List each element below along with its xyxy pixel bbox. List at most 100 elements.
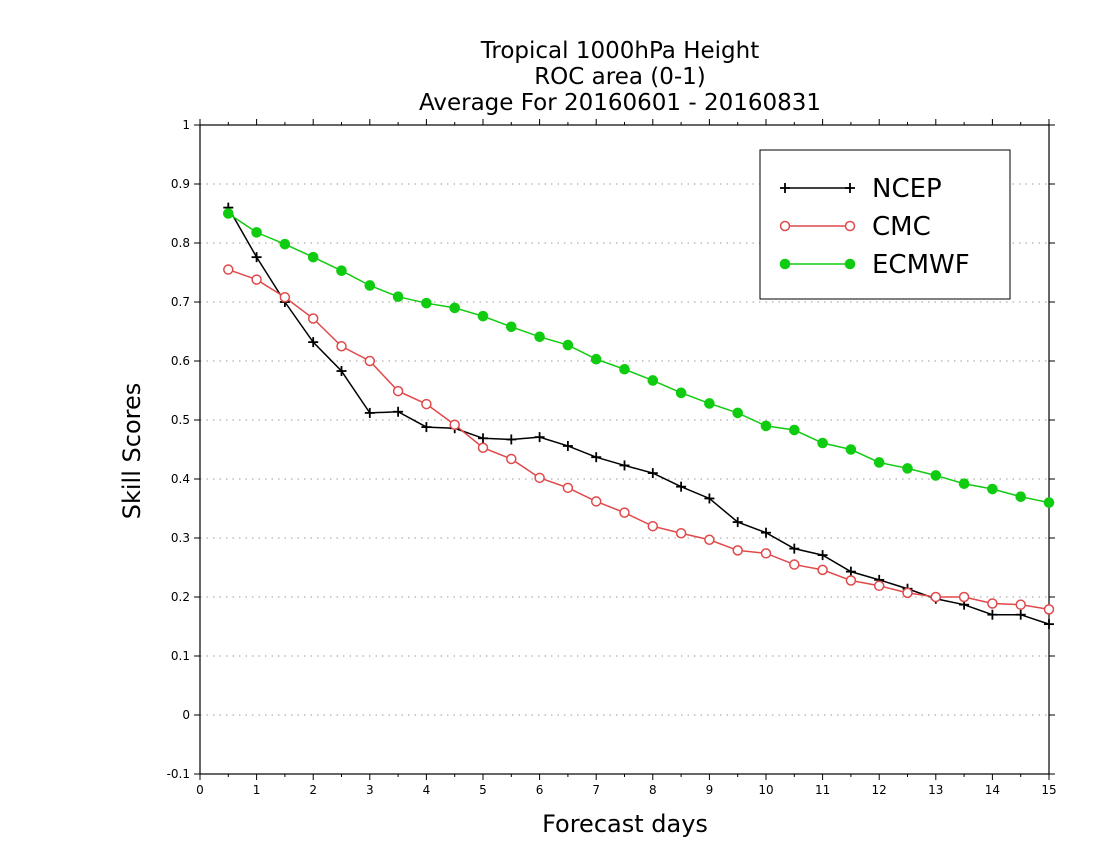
data-point-cmc bbox=[1015, 599, 1026, 610]
series-ecmwf bbox=[223, 208, 1055, 508]
data-point-ncep bbox=[308, 337, 319, 348]
x-tick-label: 2 bbox=[309, 783, 317, 797]
legend-marker-ecmwf bbox=[844, 258, 856, 270]
y-tick-label: 0.4 bbox=[171, 472, 190, 486]
data-point-ncep bbox=[336, 366, 347, 377]
series-layer bbox=[223, 202, 1055, 630]
legend-entry-ecmwf: ECMWF bbox=[779, 250, 970, 280]
y-tick-label: 0.9 bbox=[171, 177, 190, 191]
data-point-ncep bbox=[789, 543, 800, 554]
x-tick-label: 15 bbox=[1041, 783, 1056, 797]
data-point-ncep bbox=[817, 550, 828, 561]
data-point-cmc bbox=[732, 545, 743, 556]
y-tick-label: 0.3 bbox=[171, 531, 190, 545]
data-point-ecmwf bbox=[421, 297, 432, 309]
axis-ticks: -0.100.10.20.30.40.50.60.70.80.910 1 2 3 4 5 6… bbox=[167, 118, 1057, 797]
y-tick-label: 0.7 bbox=[171, 295, 190, 309]
data-point-ecmwf bbox=[930, 470, 942, 481]
data-point-cmc bbox=[223, 264, 234, 275]
data-point-cmc bbox=[704, 534, 715, 546]
data-point-cmc bbox=[364, 355, 376, 367]
data-point-ncep bbox=[845, 566, 856, 577]
data-point-ecmwf bbox=[704, 398, 715, 409]
data-point-cmc bbox=[647, 520, 659, 532]
y-tick-label: 0.1 bbox=[171, 649, 190, 663]
y-tick-label: 1 bbox=[182, 118, 190, 132]
data-point-ecmwf bbox=[251, 227, 262, 238]
data-point-ncep bbox=[251, 252, 262, 263]
x-tick-label: 14 bbox=[985, 783, 1000, 797]
data-point-cmc bbox=[958, 591, 970, 603]
data-point-ecmwf bbox=[449, 302, 461, 314]
x-tick-label: 7 bbox=[592, 783, 600, 797]
x-tick-label: 9 bbox=[706, 783, 714, 797]
x-tick-label: 1 bbox=[253, 783, 261, 797]
data-point-cmc bbox=[845, 575, 857, 586]
data-point-ecmwf bbox=[817, 437, 828, 449]
data-point-ncep bbox=[761, 527, 771, 538]
data-point-ecmwf bbox=[675, 387, 687, 399]
data-point-ncep bbox=[1044, 619, 1054, 630]
data-point-ecmwf bbox=[223, 208, 234, 219]
legend-marker-cmc bbox=[779, 220, 791, 232]
data-point-cmc bbox=[392, 385, 404, 397]
data-point-ncep bbox=[364, 407, 375, 418]
data-point-ecmwf bbox=[477, 310, 489, 322]
data-point-ecmwf bbox=[845, 444, 857, 455]
data-point-ecmwf bbox=[590, 353, 602, 365]
data-point-ncep bbox=[647, 468, 658, 479]
data-point-cmc bbox=[562, 482, 574, 494]
legend-entries: NCEP CMC ECMWF bbox=[779, 174, 970, 280]
data-point-ncep bbox=[732, 517, 743, 528]
x-tick-label: 0 bbox=[196, 783, 204, 797]
x-tick-label: 8 bbox=[649, 783, 657, 797]
series-line-ncep bbox=[227, 207, 1050, 625]
chart-title-line-3: Average For 20160601 - 20160831 bbox=[419, 90, 821, 116]
x-tick-label: 3 bbox=[366, 783, 374, 797]
data-point-ecmwf bbox=[789, 424, 800, 436]
data-point-cmc bbox=[449, 419, 460, 430]
data-point-ecmwf bbox=[987, 483, 998, 495]
data-point-cmc bbox=[336, 341, 347, 352]
data-point-ecmwf bbox=[562, 339, 574, 351]
data-point-ecmwf bbox=[336, 265, 347, 277]
data-point-cmc bbox=[817, 564, 828, 576]
data-point-ecmwf bbox=[307, 251, 319, 263]
data-point-ncep bbox=[704, 493, 715, 504]
data-point-cmc bbox=[789, 559, 800, 570]
legend-marker-ncep bbox=[845, 183, 855, 193]
x-tick-label: 5 bbox=[479, 783, 487, 797]
data-point-ecmwf bbox=[392, 291, 404, 302]
x-tick-label: 12 bbox=[872, 783, 887, 797]
series-cmc bbox=[223, 264, 1055, 615]
data-point-cmc bbox=[534, 472, 545, 484]
legend-marker-ncep bbox=[780, 183, 790, 193]
data-point-ecmwf bbox=[760, 420, 772, 432]
data-point-ecmwf bbox=[619, 363, 630, 375]
data-point-cmc bbox=[590, 496, 602, 507]
legend-entry-cmc: CMC bbox=[779, 212, 931, 242]
data-point-cmc bbox=[421, 398, 432, 410]
data-point-ncep bbox=[619, 460, 630, 471]
x-tick-label: 11 bbox=[815, 783, 830, 797]
legend-label-ncep: NCEP bbox=[872, 174, 942, 204]
data-point-ncep bbox=[591, 452, 602, 463]
data-point-cmc bbox=[307, 313, 319, 324]
legend-entry-ncep: NCEP bbox=[780, 174, 942, 204]
data-point-ecmwf bbox=[1015, 491, 1027, 503]
data-point-ncep bbox=[534, 432, 545, 443]
data-point-ncep bbox=[478, 433, 488, 444]
legend-label-ecmwf: ECMWF bbox=[872, 250, 970, 280]
y-tick-label: 0.5 bbox=[171, 413, 190, 427]
data-point-ecmwf bbox=[534, 331, 545, 343]
data-point-cmc bbox=[987, 598, 998, 609]
data-point-cmc bbox=[279, 292, 291, 303]
data-point-cmc bbox=[930, 591, 942, 603]
data-point-ecmwf bbox=[732, 407, 744, 419]
legend-marker-cmc bbox=[844, 220, 856, 232]
legend-label-cmc: CMC bbox=[872, 212, 931, 242]
data-point-ecmwf bbox=[958, 478, 970, 490]
legend-marker-ecmwf bbox=[779, 258, 791, 270]
data-point-cmc bbox=[619, 507, 630, 518]
